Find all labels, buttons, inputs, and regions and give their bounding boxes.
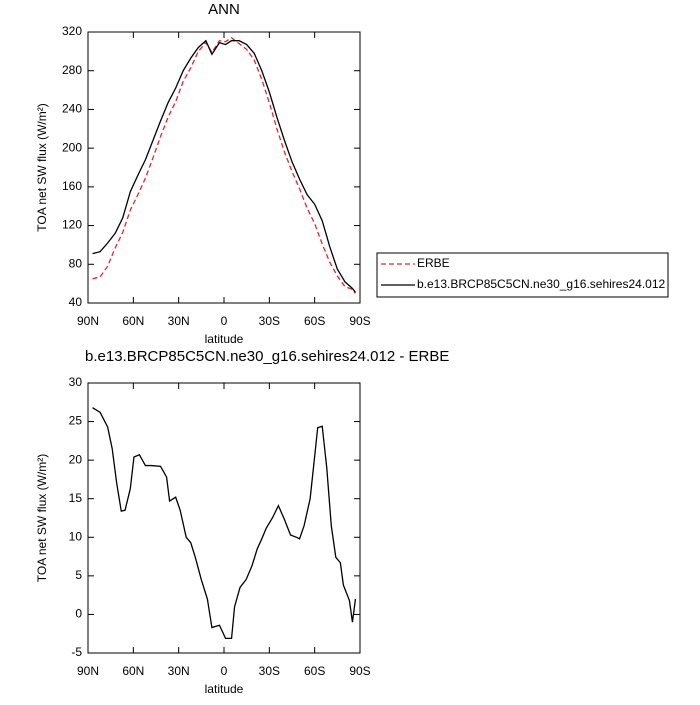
y-tick-label: 20 — [69, 452, 83, 466]
y-tick-label: 280 — [62, 63, 82, 77]
legend-label: ERBE — [417, 256, 450, 270]
plot-frame — [87, 31, 361, 304]
y-tick-label: 200 — [62, 140, 82, 154]
y-tick-label: 80 — [69, 256, 83, 270]
y-tick-label: 160 — [62, 179, 82, 193]
y-tick-label: 0 — [75, 607, 82, 621]
chart-title: ANN — [208, 1, 240, 18]
x-tick-label: 0 — [221, 664, 228, 678]
y-axis-label: TOA net SW flux (W/m²) — [35, 103, 49, 231]
y-tick-label: 120 — [62, 218, 82, 232]
series-line — [92, 37, 356, 294]
y-tick-label: 30 — [69, 375, 83, 389]
x-tick-label: 30S — [259, 664, 280, 678]
y-tick-label: 25 — [69, 414, 83, 428]
x-tick-label: 60N — [122, 664, 144, 678]
series-line — [92, 407, 357, 639]
legend-box — [376, 252, 669, 298]
y-tick-label: 5 — [75, 568, 82, 582]
x-tick-label: 30N — [168, 664, 190, 678]
x-tick-label: 90S — [349, 664, 370, 678]
x-tick-label: 60S — [304, 664, 325, 678]
x-tick-label: 60N — [122, 314, 144, 328]
y-tick-label: 10 — [69, 529, 83, 543]
x-tick-label: 90N — [77, 314, 99, 328]
plot-frame — [87, 382, 361, 654]
legend-label: b.e13.BRCP85C5CN.ne30_g16.sehires24.012 — [417, 277, 665, 291]
y-tick-label: 240 — [62, 102, 82, 116]
x-tick-label: 90N — [77, 664, 99, 678]
x-tick-label: 60S — [304, 314, 325, 328]
y-tick-label: 320 — [62, 24, 82, 38]
y-tick-label: -5 — [71, 645, 82, 659]
y-tick-label: 15 — [69, 491, 83, 505]
x-tick-label: 90S — [349, 314, 370, 328]
chart-title: b.e13.BRCP85C5CN.ne30_g16.sehires24.012 … — [85, 348, 449, 365]
x-axis-label: latitude — [205, 682, 244, 696]
series-line — [92, 39, 356, 293]
y-tick-label: 40 — [69, 295, 83, 309]
x-axis-label: latitude — [205, 332, 244, 346]
x-tick-label: 30N — [168, 314, 190, 328]
x-tick-label: 0 — [221, 314, 228, 328]
x-tick-label: 30S — [259, 314, 280, 328]
y-axis-label: TOA net SW flux (W/m²) — [35, 454, 49, 582]
